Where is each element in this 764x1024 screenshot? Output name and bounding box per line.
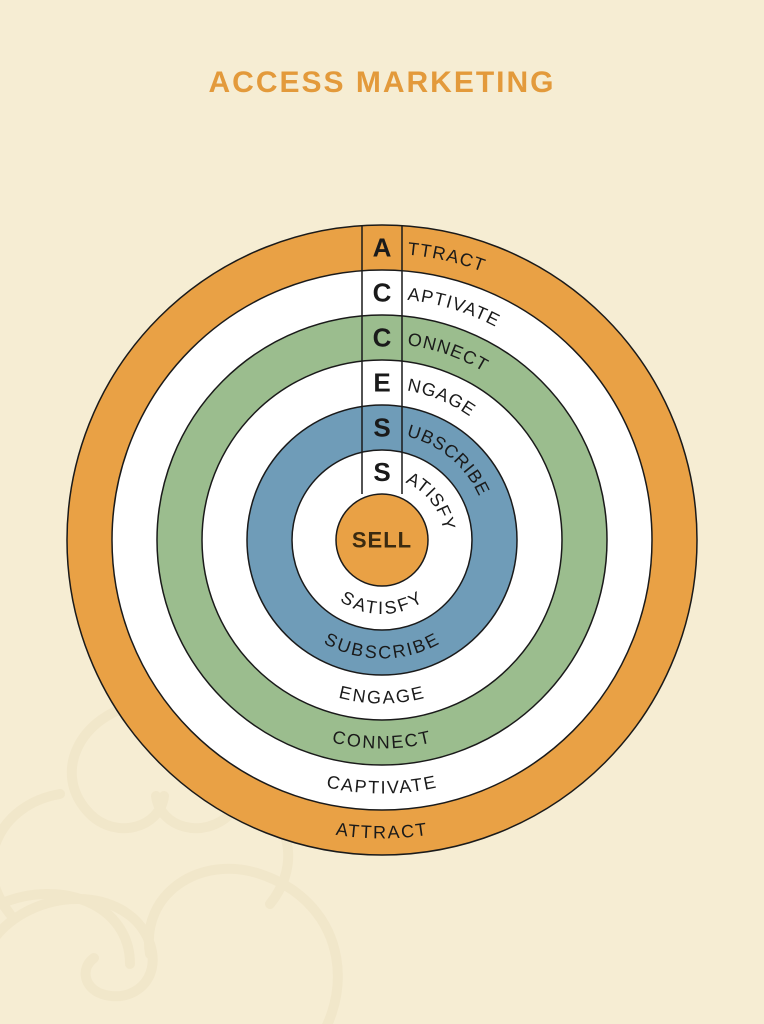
- acrostic-letter: S: [373, 413, 390, 443]
- center-label: SELL: [352, 528, 412, 553]
- acrostic-letter: A: [373, 233, 392, 263]
- acrostic-letter: C: [373, 278, 392, 308]
- access-rings-diagram: SELLSATISFYSATISFYSUBSCRIBESUBSCRIBEENGA…: [62, 220, 702, 860]
- acrostic-letter: C: [373, 323, 392, 353]
- ring-bottom-word: ATTRACT: [335, 819, 429, 842]
- acrostic-letter: E: [373, 368, 390, 398]
- page-title: ACCESS MARKETING: [0, 66, 764, 100]
- acrostic-letter: S: [373, 457, 390, 487]
- page: ACCESS MARKETING SELLSATISFYSATISFYSUBSC…: [0, 0, 764, 1024]
